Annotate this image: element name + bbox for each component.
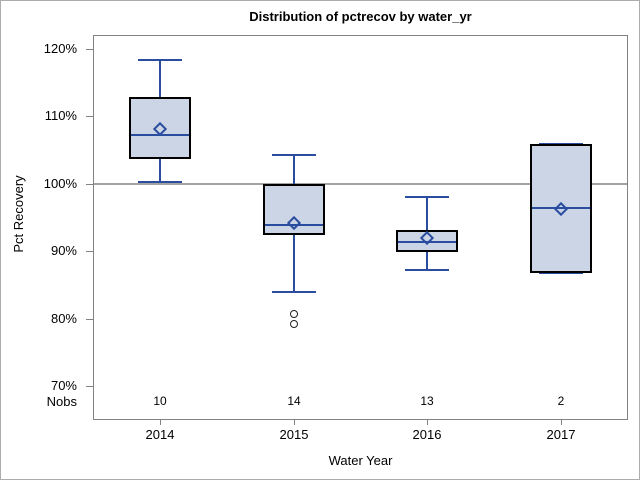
- x-tick-label-2017: 2017: [546, 427, 576, 442]
- x-tick: [427, 420, 428, 425]
- whisker-cap-low-2015: [272, 291, 316, 293]
- whisker-lower-2016: [426, 252, 428, 270]
- median-line-2015: [265, 224, 323, 226]
- nobs-label: Nobs: [46, 394, 77, 409]
- y-tick: [86, 386, 93, 387]
- nobs-value-2015: 14: [287, 394, 301, 408]
- whisker-cap-high-2014: [138, 59, 182, 61]
- x-tick-label-2015: 2015: [279, 427, 309, 442]
- reference-line-100pct: [94, 183, 627, 185]
- y-tick: [86, 116, 93, 117]
- y-tick-label-90: 90%: [50, 243, 77, 258]
- y-tick-label-110: 110%: [44, 108, 77, 123]
- y-tick-label-70: 70%: [50, 378, 77, 393]
- whisker-lower-2015: [293, 235, 295, 292]
- median-line-2017: [532, 207, 590, 209]
- y-tick: [86, 49, 93, 50]
- y-tick-label-120: 120%: [43, 41, 77, 56]
- nobs-value-2017: 2: [557, 394, 565, 408]
- nobs-value-2014: 10: [153, 394, 167, 408]
- x-tick: [160, 420, 161, 425]
- y-tick: [86, 251, 93, 252]
- y-tick-label-100: 100%: [43, 176, 77, 191]
- outlier-point-2015: [290, 320, 298, 328]
- whisker-cap-low-2017: [539, 272, 583, 274]
- box-2015: [263, 184, 325, 235]
- y-tick: [86, 184, 93, 185]
- whisker-cap-high-2016: [405, 196, 449, 198]
- median-line-2016: [398, 241, 456, 243]
- box-2014: [129, 97, 191, 159]
- whisker-cap-low-2014: [138, 181, 182, 183]
- whisker-cap-high-2015: [272, 154, 316, 156]
- chart-title: Distribution of pctrecov by water_yr: [249, 9, 472, 24]
- x-axis-title: Water Year: [328, 453, 393, 468]
- whisker-lower-2014: [159, 159, 161, 182]
- plot-frame: [93, 35, 628, 420]
- whisker-upper-2016: [426, 197, 428, 230]
- whisker-upper-2015: [293, 155, 295, 184]
- x-tick-label-2014: 2014: [145, 427, 175, 442]
- median-line-2014: [131, 134, 189, 136]
- x-tick-label-2016: 2016: [412, 427, 442, 442]
- whisker-cap-low-2016: [405, 269, 449, 271]
- x-tick: [294, 420, 295, 425]
- whisker-upper-2014: [159, 60, 161, 97]
- outlier-point-2015: [290, 310, 298, 318]
- nobs-value-2016: 13: [420, 394, 434, 408]
- y-tick: [86, 319, 93, 320]
- y-tick-label-80: 80%: [50, 311, 77, 326]
- x-tick: [561, 420, 562, 425]
